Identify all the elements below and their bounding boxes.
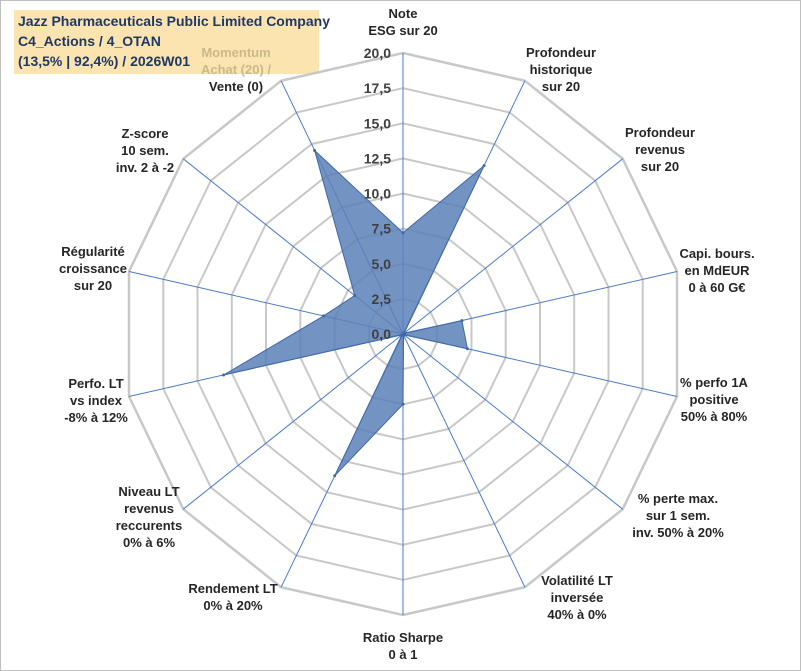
axis-label: ESG sur 20 [368,23,437,38]
axis-label: 0% à 6% [123,535,175,550]
data-point [333,474,337,478]
axis-label: 50% à 80% [681,409,748,424]
radial-tick-label: 17,5 [364,80,391,96]
axis-spoke [402,158,624,335]
axis-label: en MdEUR [685,263,751,278]
data-point [465,347,469,351]
radial-tick-label: 15,0 [364,115,391,131]
title-box [14,10,319,74]
axis-label: inv. 50% à 20% [632,525,724,540]
axis-label: Ratio Sharpe [363,630,443,645]
radial-tick-label: 5,0 [372,256,392,272]
stats-subtitle: (13,5% | 92,4%) / 2026W01 [18,53,191,69]
axis-label: sur 20 [641,159,679,174]
axis-label: inv. 2 à -2 [116,160,174,175]
axis-label: vs index [70,393,123,408]
data-point [322,314,326,318]
axis-label: sur 1 sem. [646,508,710,523]
axis-label: Rendement LT [188,581,277,596]
axis-label: historique [530,62,593,77]
axis-label: Perfo. LT [68,376,123,391]
axis-label: 40% à 0% [547,607,607,622]
axis-label: Niveau LT [118,484,179,499]
axis-label: Capi. bours. [679,246,754,261]
data-point [313,149,317,152]
radial-tick-label: 10,0 [364,186,391,202]
data-point [460,319,464,323]
axis-label: revenus [124,501,174,516]
data-point [401,231,405,235]
company-title: Jazz Pharmaceuticals Public Limited Comp… [18,13,330,29]
data-point [401,402,405,406]
axis-spoke [402,333,526,588]
axis-label: Profondeur [625,125,695,140]
data-point [400,333,404,337]
axis-label: -8% à 12% [64,410,128,425]
data-point [222,373,226,377]
axis-label: % perte max. [638,491,718,506]
axis-label: sur 20 [74,278,112,293]
axis-label: Z-score [122,126,169,141]
radial-tick-label: 20,0 [364,45,391,61]
axis-label: 0% à 20% [203,598,263,613]
axis-label: Vente (0) [209,79,263,94]
axis-label: Régularité [61,244,125,259]
data-point [353,294,357,297]
axis-label: inversée [551,590,604,605]
axis-label: Profondeur [526,45,596,60]
axis-label: reccurents [116,518,182,533]
axis-label: Note [389,6,418,21]
axis-label: positive [689,392,738,407]
axis-spoke [182,333,404,510]
portfolio-subtitle: C4_Actions / 4_OTAN [18,33,161,49]
radial-tick-label: 7,5 [372,221,392,237]
radial-tick-label: 0,0 [372,326,392,342]
axis-label: 10 sem. [121,143,169,158]
axis-label: 0 à 60 G€ [688,280,745,295]
axis-label: sur 20 [542,79,580,94]
data-point [482,164,486,168]
axis-label: croissance [59,261,127,276]
axis-label: Achat (20) / [201,62,271,77]
radial-tick-label: 12,5 [364,150,391,166]
axis-spoke [402,333,624,510]
axis-label: % perfo 1A [680,375,749,390]
axis-label: revenus [635,142,685,157]
axis-label: Momentum [201,45,270,60]
axis-label: Volatilité LT [541,573,613,588]
axis-label: 0 à 1 [389,647,418,662]
radial-tick-label: 2,5 [372,291,392,307]
